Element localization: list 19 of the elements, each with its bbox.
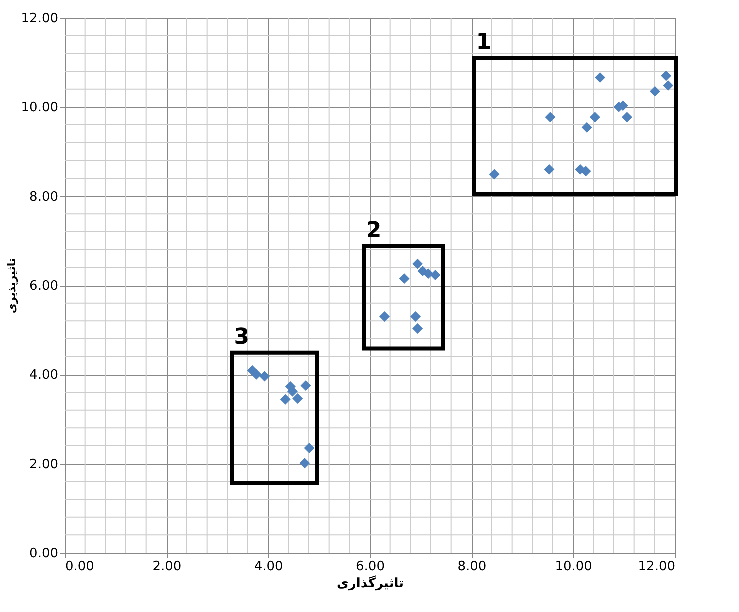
annotation: 3 bbox=[234, 324, 250, 350]
x-tick-label: 2.00 bbox=[152, 560, 182, 574]
y-tick-label: 6.00 bbox=[30, 279, 58, 294]
x-tick-label: 8.00 bbox=[458, 560, 487, 574]
y-tick-label: 4.00 bbox=[30, 368, 58, 384]
y-axis-title: تاثیرپذیری bbox=[5, 258, 18, 314]
x-axis-title: تاثیرگذاری bbox=[337, 576, 404, 592]
annotation: 2 bbox=[366, 218, 382, 244]
y-tick-label: 10.00 bbox=[21, 100, 58, 116]
y-tick-label: 8.00 bbox=[30, 190, 58, 205]
y-tick-label: 12.00 bbox=[21, 12, 58, 26]
x-tick-label: 10.00 bbox=[555, 560, 592, 574]
x-tick-label: 6.00 bbox=[356, 560, 385, 574]
y-tick-label: 2.00 bbox=[30, 457, 58, 472]
annotation: 1 bbox=[476, 30, 492, 56]
x-tick-label: 0.00 bbox=[66, 560, 94, 574]
x-tick-label: 4.00 bbox=[254, 560, 284, 574]
x-tick-label: 12.00 bbox=[638, 560, 676, 574]
y-tick-label: 0.00 bbox=[30, 546, 58, 562]
